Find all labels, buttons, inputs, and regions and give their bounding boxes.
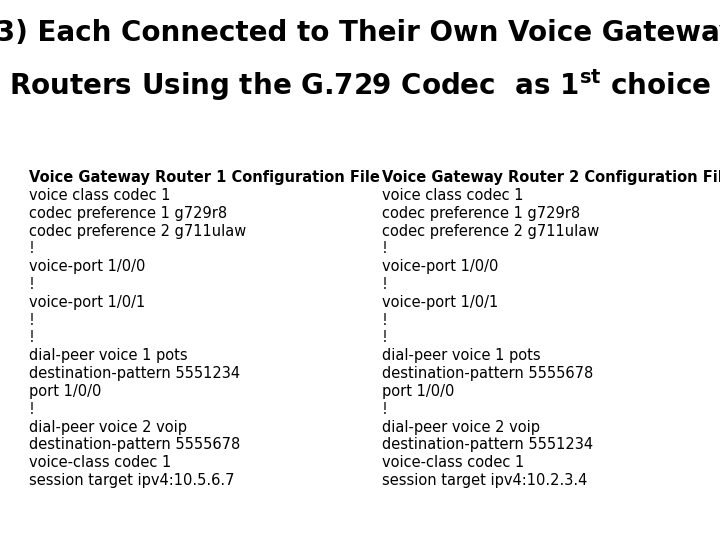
Text: Voice Gateway Router 1 Configuration File: Voice Gateway Router 1 Configuration Fil…	[29, 170, 379, 185]
Text: !: !	[382, 277, 387, 292]
Text: (3) Each Connected to Their Own Voice Gateway: (3) Each Connected to Their Own Voice Ga…	[0, 19, 720, 47]
Text: port 1/0/0: port 1/0/0	[29, 384, 102, 399]
Text: voice-port 1/0/1: voice-port 1/0/1	[29, 295, 145, 310]
Text: !: !	[382, 241, 387, 256]
Text: Voice Gateway Router 2 Configuration File: Voice Gateway Router 2 Configuration Fil…	[382, 170, 720, 185]
Text: destination-pattern 5551234: destination-pattern 5551234	[382, 437, 593, 453]
Text: !: !	[29, 313, 35, 328]
Text: voice-port 1/0/0: voice-port 1/0/0	[29, 259, 145, 274]
Text: codec preference 1 g729r8: codec preference 1 g729r8	[29, 206, 227, 221]
Text: dial-peer voice 2 voip: dial-peer voice 2 voip	[29, 420, 186, 435]
Text: !: !	[382, 402, 387, 417]
Text: codec preference 2 g711ulaw: codec preference 2 g711ulaw	[382, 224, 599, 239]
Text: Routers Using the G.729 Codec  as 1$^{\mathbf{st}}$ choice: Routers Using the G.729 Codec as 1$^{\ma…	[9, 68, 711, 103]
Text: voice-port 1/0/1: voice-port 1/0/1	[382, 295, 498, 310]
Text: destination-pattern 5555678: destination-pattern 5555678	[382, 366, 593, 381]
Text: dial-peer voice 1 pots: dial-peer voice 1 pots	[29, 348, 187, 363]
Text: !: !	[382, 330, 387, 346]
Text: dial-peer voice 1 pots: dial-peer voice 1 pots	[382, 348, 540, 363]
Text: codec preference 1 g729r8: codec preference 1 g729r8	[382, 206, 580, 221]
Text: codec preference 2 g711ulaw: codec preference 2 g711ulaw	[29, 224, 246, 239]
Text: voice class codec 1: voice class codec 1	[29, 188, 171, 203]
Text: destination-pattern 5551234: destination-pattern 5551234	[29, 366, 240, 381]
Text: voice class codec 1: voice class codec 1	[382, 188, 523, 203]
Text: dial-peer voice 2 voip: dial-peer voice 2 voip	[382, 420, 539, 435]
Text: voice-port 1/0/0: voice-port 1/0/0	[382, 259, 498, 274]
Text: destination-pattern 5555678: destination-pattern 5555678	[29, 437, 240, 453]
Text: voice-class codec 1: voice-class codec 1	[382, 455, 524, 470]
Text: !: !	[29, 402, 35, 417]
Text: session target ipv4:10.5.6.7: session target ipv4:10.5.6.7	[29, 473, 234, 488]
Text: !: !	[29, 330, 35, 346]
Text: voice-class codec 1: voice-class codec 1	[29, 455, 171, 470]
Text: port 1/0/0: port 1/0/0	[382, 384, 454, 399]
Text: session target ipv4:10.2.3.4: session target ipv4:10.2.3.4	[382, 473, 587, 488]
Text: !: !	[29, 241, 35, 256]
Text: !: !	[29, 277, 35, 292]
Text: !: !	[382, 313, 387, 328]
